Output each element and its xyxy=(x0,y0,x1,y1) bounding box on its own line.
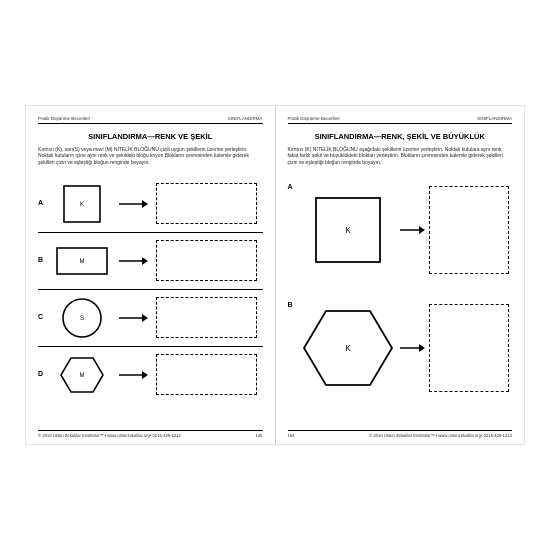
shape-letter: K xyxy=(345,226,351,235)
footer-left-page: © 2010 Üstün Zekalılar Enstitüsü™ • www.… xyxy=(38,430,263,438)
page-title-left: SINIFLANDIRMA—RENK VE ŞEKİL xyxy=(38,132,263,141)
exercise-rows-right: A K B xyxy=(288,176,513,430)
page-title-right: SINIFLANDIRMA—RENK, ŞEKİL VE BÜYÜKLÜK xyxy=(288,132,513,141)
worksheet-spread: Pratik Düşünme Becerileri SINIFLANDIRMA … xyxy=(25,105,525,445)
row-a-right: A K xyxy=(288,180,513,280)
dashed-target xyxy=(156,183,257,224)
row-label: C xyxy=(38,314,48,321)
row-c: C S xyxy=(38,290,263,347)
copyright-text: © 2010 Üstün Zekalılar Enstitüsü™ • www.… xyxy=(38,433,181,438)
shape-letter: S xyxy=(80,316,84,322)
shape-circle: S xyxy=(48,294,116,342)
header-text-left: Pratik Düşünme Becerileri xyxy=(38,116,90,121)
answer-box xyxy=(150,352,263,398)
row-b: B M xyxy=(38,233,263,290)
row-label: A xyxy=(38,200,48,207)
shape-hexagon-large: K xyxy=(298,298,398,398)
instructions-left: Kırmızı (K), sarı(S) veya mavi (M) NİTEL… xyxy=(38,147,263,166)
row-label: A xyxy=(288,184,298,191)
answer-box xyxy=(150,181,263,227)
page-number: 164 xyxy=(288,433,295,438)
arrow-icon xyxy=(116,313,150,323)
row-a: A K xyxy=(38,176,263,233)
dashed-target xyxy=(156,354,257,395)
answer-box-large xyxy=(426,182,513,278)
page-left: Pratik Düşünme Becerileri SINIFLANDIRMA … xyxy=(26,106,275,444)
header-rule xyxy=(38,123,263,124)
arrow-icon xyxy=(398,225,426,235)
arrow-icon xyxy=(116,370,150,380)
exercise-rows-left: A K B xyxy=(38,176,263,430)
header-text-left: Pratik Düşünme Becerileri xyxy=(288,116,340,121)
shape-square-large: K xyxy=(298,180,398,280)
instructions-right: Kırmızı (K) NİTELİK BLOĞUNU aşağıdaki şe… xyxy=(288,147,513,166)
header-rule xyxy=(288,123,513,124)
header-text-right: SINIFLANDIRMA xyxy=(477,116,512,121)
page-number: 145 xyxy=(256,433,263,438)
dashed-target xyxy=(429,304,509,392)
copyright-text: © 2010 Üstün Zekalılar Enstitüsü™ • www.… xyxy=(369,433,512,438)
answer-box-large xyxy=(426,300,513,396)
shape-rectangle: M xyxy=(48,237,116,285)
row-d: D M xyxy=(38,347,263,403)
shape-letter: M xyxy=(80,259,85,265)
row-label: D xyxy=(38,371,48,378)
shape-letter: M xyxy=(80,373,85,379)
page-right: Pratik Düşünme Becerileri SINIFLANDIRMA … xyxy=(275,106,525,444)
row-b-right: B K xyxy=(288,298,513,398)
shape-square: K xyxy=(48,180,116,228)
shape-letter: K xyxy=(345,344,351,353)
dashed-target xyxy=(156,297,257,338)
answer-box xyxy=(150,295,263,341)
dashed-target xyxy=(156,240,257,281)
dashed-target xyxy=(429,186,509,274)
shape-hexagon: M xyxy=(48,351,116,399)
arrow-icon xyxy=(116,199,150,209)
header-left-page: Pratik Düşünme Becerileri SINIFLANDIRMA xyxy=(38,116,263,121)
row-label: B xyxy=(288,302,298,309)
answer-box xyxy=(150,238,263,284)
row-label: B xyxy=(38,257,48,264)
header-right-page: Pratik Düşünme Becerileri SINIFLANDIRMA xyxy=(288,116,513,121)
arrow-icon xyxy=(116,256,150,266)
shape-letter: K xyxy=(80,202,84,208)
arrow-icon xyxy=(398,343,426,353)
header-text-right: SINIFLANDIRMA xyxy=(228,116,263,121)
footer-right-page: 164 © 2010 Üstün Zekalılar Enstitüsü™ • … xyxy=(288,430,513,438)
